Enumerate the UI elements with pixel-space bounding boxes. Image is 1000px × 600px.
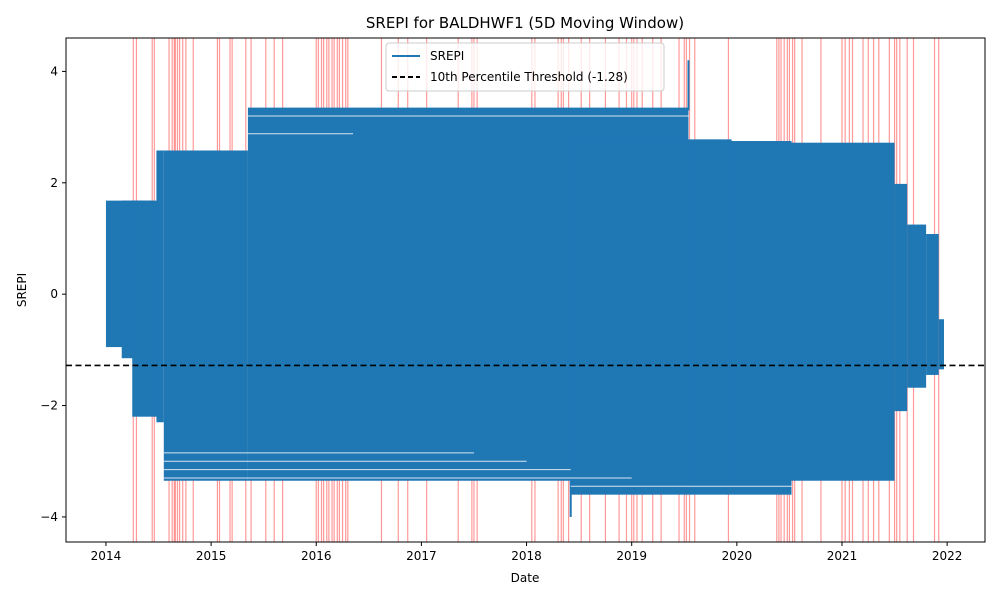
srepi-segment-12	[938, 319, 944, 370]
y-tick-label--2: −2	[40, 399, 58, 413]
x-tick-label-2016: 2016	[301, 549, 332, 563]
srepi-series-layer	[105, 60, 944, 517]
x-tick-label-2020: 2020	[722, 549, 753, 563]
x-axis-ticks: 2014 2015 2016 2017 2018 2019 2020 2021 2022	[91, 542, 963, 563]
y-axis-ticks: −4 −2 0 2 4	[40, 64, 66, 524]
srepi-segment-9	[894, 183, 908, 412]
x-tick-label-2021: 2021	[827, 549, 858, 563]
legend: SREPI 10th Percentile Threshold (-1.28)	[385, 42, 665, 92]
x-tick-label-2018: 2018	[511, 549, 542, 563]
x-axis-label: Date	[511, 571, 540, 585]
x-tick-label-2017: 2017	[406, 549, 437, 563]
y-tick-label-4: 4	[50, 64, 58, 78]
plot-frame	[65, 37, 986, 543]
legend-srepi-label: SREPI	[430, 49, 464, 63]
srepi-segment-10	[907, 224, 927, 388]
x-tick-label-2022: 2022	[932, 549, 963, 563]
y-axis-label: SREPI	[15, 273, 29, 307]
legend-box	[385, 42, 665, 92]
x-tick-label-2015: 2015	[196, 549, 227, 563]
chart-title: SREPI for BALDHWF1 (5D Moving Window)	[366, 14, 684, 32]
srepi-segment-8	[731, 142, 895, 481]
srepi-segment-7	[688, 139, 732, 481]
srepi-segment-2	[132, 200, 159, 417]
x-tick-label-2019: 2019	[616, 549, 647, 563]
srepi-segment-3	[156, 150, 164, 423]
plot-area	[65, 37, 986, 543]
srepi-segment-11	[926, 234, 939, 375]
y-tick-label-0: 0	[50, 287, 58, 301]
legend-threshold-label: 10th Percentile Threshold (-1.28)	[430, 70, 628, 84]
x-tick-label-2014: 2014	[91, 549, 122, 563]
y-tick-label-2: 2	[50, 176, 58, 190]
y-tick-label--4: −4	[40, 510, 58, 524]
srepi-segment-4	[163, 150, 248, 481]
